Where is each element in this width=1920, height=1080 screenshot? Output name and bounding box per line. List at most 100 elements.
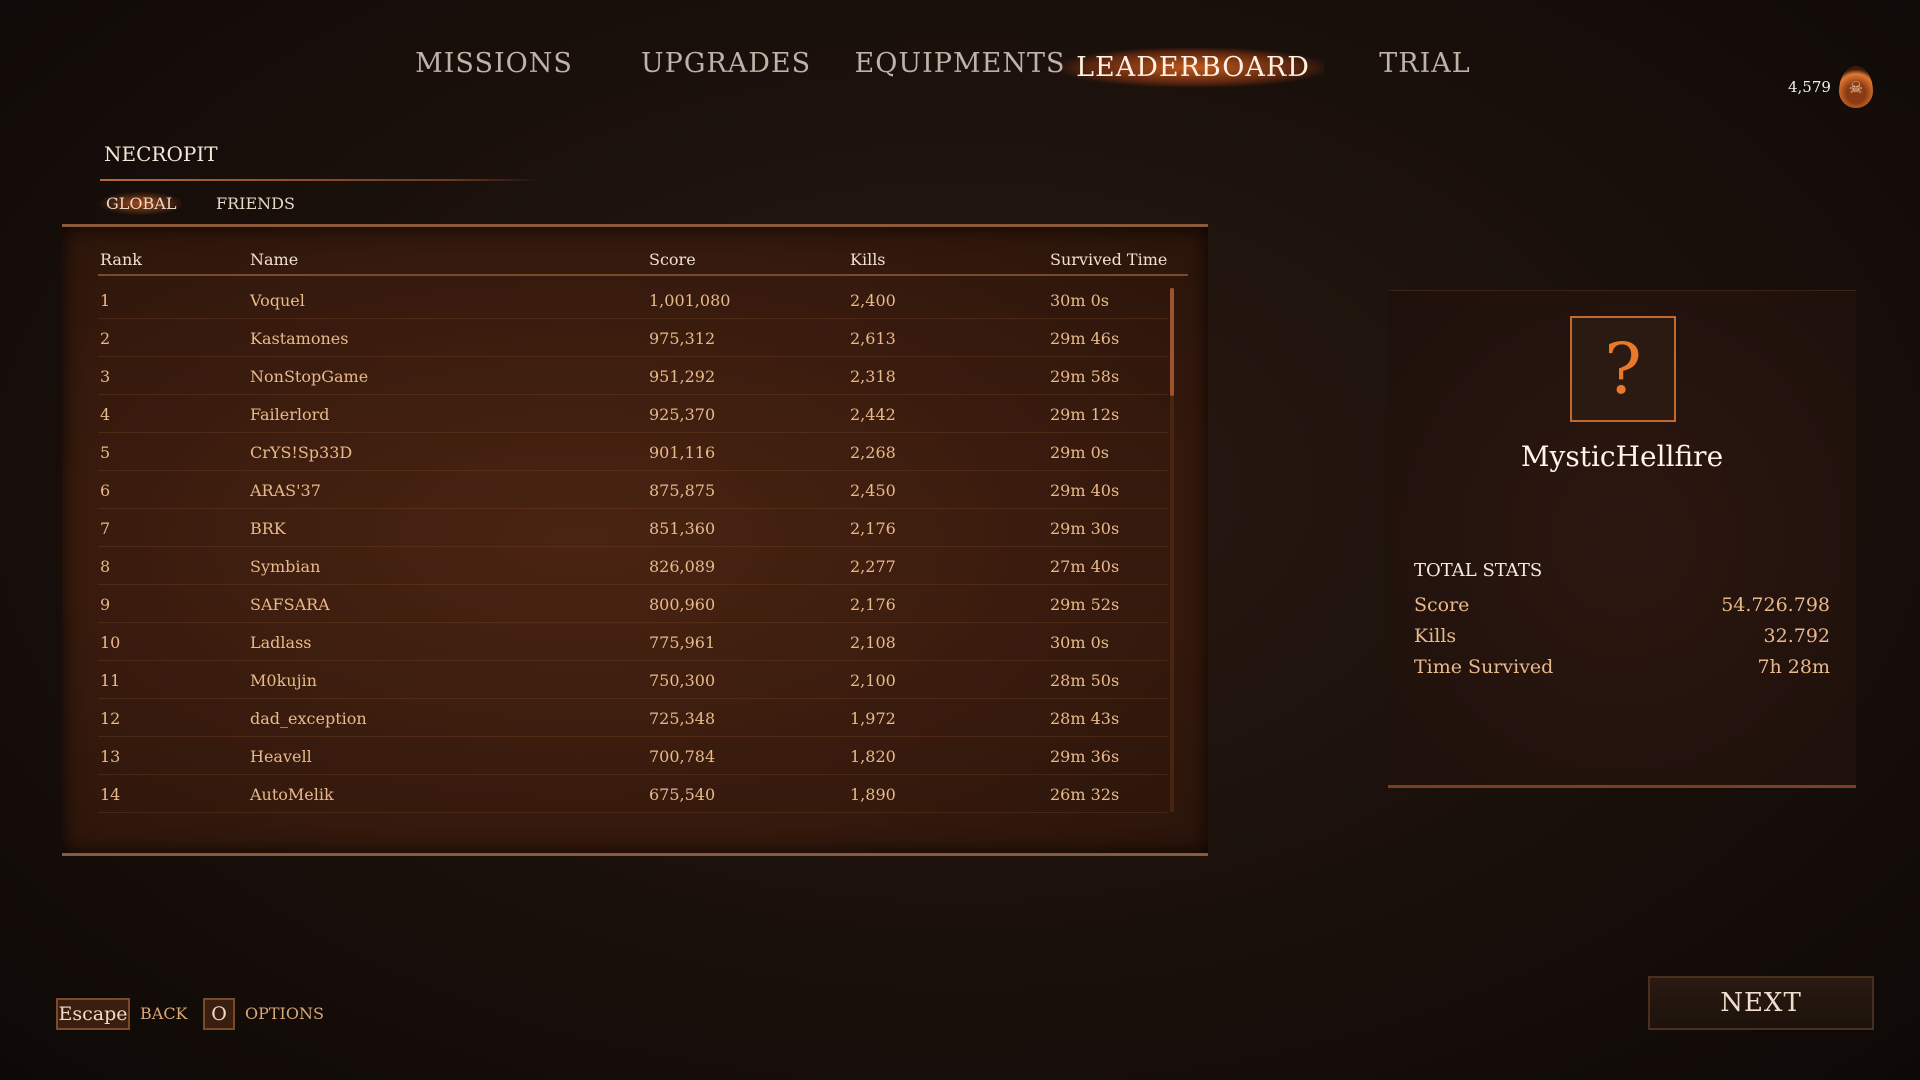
cell-score: 700,784 xyxy=(649,747,716,766)
stat-label: Time Survived xyxy=(1414,656,1554,678)
column-header-rank: Rank xyxy=(100,250,142,269)
cell-name: Voquel xyxy=(250,291,305,310)
column-header-kills: Kills xyxy=(850,250,886,269)
table-row[interactable]: 9 SAFSARA 800,960 2,176 29m 52s xyxy=(98,587,1168,623)
stat-value: 32.792 xyxy=(1763,625,1830,647)
table-row[interactable]: 14 AutoMelik 675,540 1,890 26m 32s xyxy=(98,777,1168,813)
cell-survived-time: 29m 52s xyxy=(1050,595,1120,614)
nav-tab-leaderboard[interactable]: LEADERBOARD xyxy=(1062,48,1324,87)
cell-survived-time: 28m 43s xyxy=(1050,709,1120,728)
cell-rank: 14 xyxy=(100,785,121,804)
stat-value: 7h 28m xyxy=(1757,656,1830,678)
cell-kills: 2,442 xyxy=(850,405,896,424)
table-row[interactable]: 11 M0kujin 750,300 2,100 28m 50s xyxy=(98,663,1168,699)
nav-tab-missions[interactable]: MISSIONS xyxy=(415,48,573,79)
cell-score: 875,875 xyxy=(649,481,716,500)
avatar: ? xyxy=(1570,316,1676,422)
currency-display: 4,579 ☠ xyxy=(1788,66,1873,108)
cell-name: AutoMelik xyxy=(250,785,334,804)
cell-kills: 1,890 xyxy=(850,785,896,804)
back-button[interactable]: BACK xyxy=(140,1004,188,1023)
table-row[interactable]: 10 Ladlass 775,961 2,108 30m 0s xyxy=(98,625,1168,661)
subtab-global[interactable]: GLOBAL xyxy=(100,192,183,215)
cell-score: 775,961 xyxy=(649,633,716,652)
cell-survived-time: 29m 46s xyxy=(1050,329,1120,348)
header-divider xyxy=(98,274,1188,276)
cell-rank: 6 xyxy=(100,481,111,500)
cell-score: 675,540 xyxy=(649,785,716,804)
table-row[interactable]: 3 NonStopGame 951,292 2,318 29m 58s xyxy=(98,359,1168,395)
cell-score: 826,089 xyxy=(649,557,716,576)
cell-rank: 12 xyxy=(100,709,121,728)
cell-survived-time: 30m 0s xyxy=(1050,633,1110,652)
options-button[interactable]: OPTIONS xyxy=(245,1004,324,1023)
table-row[interactable]: 13 Heavell 700,784 1,820 29m 36s xyxy=(98,739,1168,775)
stat-label: Score xyxy=(1414,594,1470,616)
cell-rank: 13 xyxy=(100,747,121,766)
cell-rank: 8 xyxy=(100,557,111,576)
column-header-survived-time: Survived Time xyxy=(1050,250,1168,269)
cell-rank: 2 xyxy=(100,329,111,348)
table-row[interactable]: 5 CrYS!Sp33D 901,116 2,268 29m 0s xyxy=(98,435,1168,471)
nav-tab-upgrades[interactable]: UPGRADES xyxy=(640,48,812,79)
cell-kills: 1,820 xyxy=(850,747,896,766)
stat-label: Kills xyxy=(1414,625,1457,647)
cell-rank: 10 xyxy=(100,633,121,652)
scrollbar-track[interactable] xyxy=(1170,288,1174,812)
table-row[interactable]: 7 BRK 851,360 2,176 29m 30s xyxy=(98,511,1168,547)
section-title: NECROPIT xyxy=(104,142,218,166)
cell-rank: 3 xyxy=(100,367,111,386)
next-button[interactable]: NEXT xyxy=(1648,976,1874,1030)
cell-rank: 11 xyxy=(100,671,121,690)
total-stats-title: TOTAL STATS xyxy=(1414,560,1543,581)
escape-key-button[interactable]: Escape xyxy=(56,998,130,1030)
cell-rank: 1 xyxy=(100,291,111,310)
table-row[interactable]: 2 Kastamones 975,312 2,613 29m 46s xyxy=(98,321,1168,357)
section-divider xyxy=(100,179,542,181)
cell-survived-time: 29m 36s xyxy=(1050,747,1120,766)
nav-tab-trial[interactable]: TRIAL xyxy=(1379,48,1471,79)
cell-name: BRK xyxy=(250,519,286,538)
subtab-friends[interactable]: FRIENDS xyxy=(216,194,295,213)
cell-name: Failerlord xyxy=(250,405,330,424)
table-row[interactable]: 1 Voquel 1,001,080 2,400 30m 0s xyxy=(98,283,1168,319)
cell-kills: 2,176 xyxy=(850,519,896,538)
nav-tab-equipments[interactable]: EQUIPMENTS xyxy=(854,48,1066,79)
cell-name: NonStopGame xyxy=(250,367,369,386)
cell-kills: 2,100 xyxy=(850,671,896,690)
cell-name: Kastamones xyxy=(250,329,349,348)
table-row[interactable]: 6 ARAS'37 875,875 2,450 29m 40s xyxy=(98,473,1168,509)
cell-score: 1,001,080 xyxy=(649,291,731,310)
table-row[interactable]: 12 dad_exception 725,348 1,972 28m 43s xyxy=(98,701,1168,737)
cell-survived-time: 29m 58s xyxy=(1050,367,1120,386)
cell-score: 975,312 xyxy=(649,329,716,348)
cell-score: 925,370 xyxy=(649,405,716,424)
cell-score: 951,292 xyxy=(649,367,716,386)
table-row[interactable]: 8 Symbian 826,089 2,277 27m 40s xyxy=(98,549,1168,585)
cell-kills: 1,972 xyxy=(850,709,896,728)
stat-kills: Kills 32.792 xyxy=(1414,625,1830,647)
stat-value: 54.726.798 xyxy=(1721,594,1830,616)
cell-survived-time: 26m 32s xyxy=(1050,785,1120,804)
cell-name: ARAS'37 xyxy=(250,481,321,500)
options-key-button[interactable]: O xyxy=(203,998,235,1030)
stat-time-survived: Time Survived 7h 28m xyxy=(1414,656,1830,678)
flaming-skull-icon: ☠ xyxy=(1838,66,1873,108)
cell-name: Ladlass xyxy=(250,633,312,652)
cell-survived-time: 28m 50s xyxy=(1050,671,1120,690)
cell-rank: 5 xyxy=(100,443,111,462)
leaderboard-panel xyxy=(62,224,1208,856)
cell-kills: 2,268 xyxy=(850,443,896,462)
column-header-name: Name xyxy=(250,250,299,269)
cell-score: 750,300 xyxy=(649,671,716,690)
cell-survived-time: 29m 40s xyxy=(1050,481,1120,500)
scrollbar-thumb[interactable] xyxy=(1170,288,1174,396)
cell-kills: 2,108 xyxy=(850,633,896,652)
cell-kills: 2,450 xyxy=(850,481,896,500)
cell-kills: 2,176 xyxy=(850,595,896,614)
stat-score: Score 54.726.798 xyxy=(1414,594,1830,616)
cell-survived-time: 29m 0s xyxy=(1050,443,1110,462)
cell-name: dad_exception xyxy=(250,709,367,728)
table-row[interactable]: 4 Failerlord 925,370 2,442 29m 12s xyxy=(98,397,1168,433)
cell-survived-time: 30m 0s xyxy=(1050,291,1110,310)
